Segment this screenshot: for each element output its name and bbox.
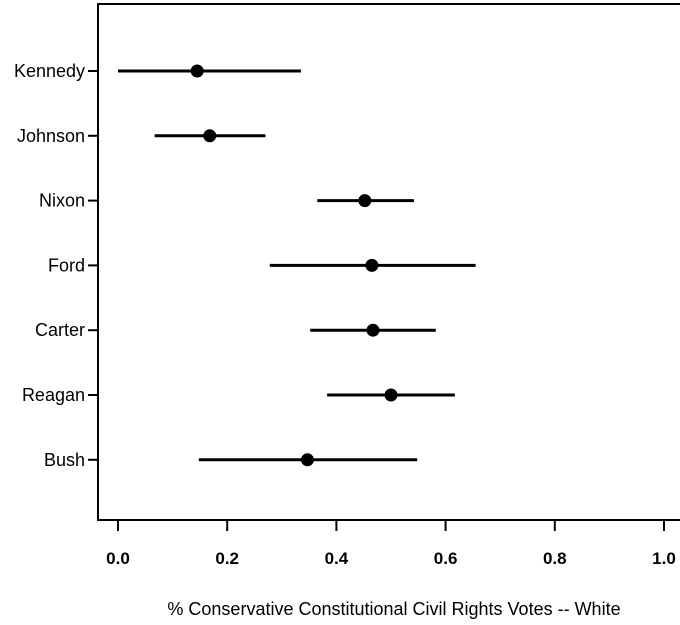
x-tick-label: 0.0 [106, 549, 130, 568]
plot-frame [97, 3, 680, 521]
point-bush [300, 453, 314, 467]
point-carter [366, 323, 380, 337]
chart-marks [118, 64, 476, 467]
x-tick-label: 1.0 [652, 549, 676, 568]
x-tick-label: 0.4 [325, 549, 349, 568]
x-axis-ticks: 0.0 0.2 0.4 0.6 0.8 1.0 [106, 520, 676, 568]
category-label-carter: Carter [35, 320, 85, 340]
category-label-nixon: Nixon [39, 191, 85, 211]
category-label-johnson: Johnson [17, 126, 85, 146]
point-kennedy [190, 64, 204, 78]
category-label-bush: Bush [44, 450, 85, 470]
category-label-kennedy: Kennedy [14, 61, 85, 81]
point-reagan [384, 388, 398, 402]
x-tick-label: 0.2 [215, 549, 239, 568]
point-ford [365, 258, 379, 272]
point-johnson [203, 129, 217, 143]
category-labels: Kennedy Johnson Nixon Ford Carter Reagan Bush [14, 61, 98, 470]
point-nixon [358, 194, 372, 208]
category-label-reagan: Reagan [22, 385, 85, 405]
category-label-ford: Ford [48, 255, 85, 275]
x-tick-label: 0.6 [434, 549, 458, 568]
x-axis-title: % Conservative Constitutional Civil Righ… [167, 599, 620, 619]
x-tick-label: 0.8 [543, 549, 567, 568]
